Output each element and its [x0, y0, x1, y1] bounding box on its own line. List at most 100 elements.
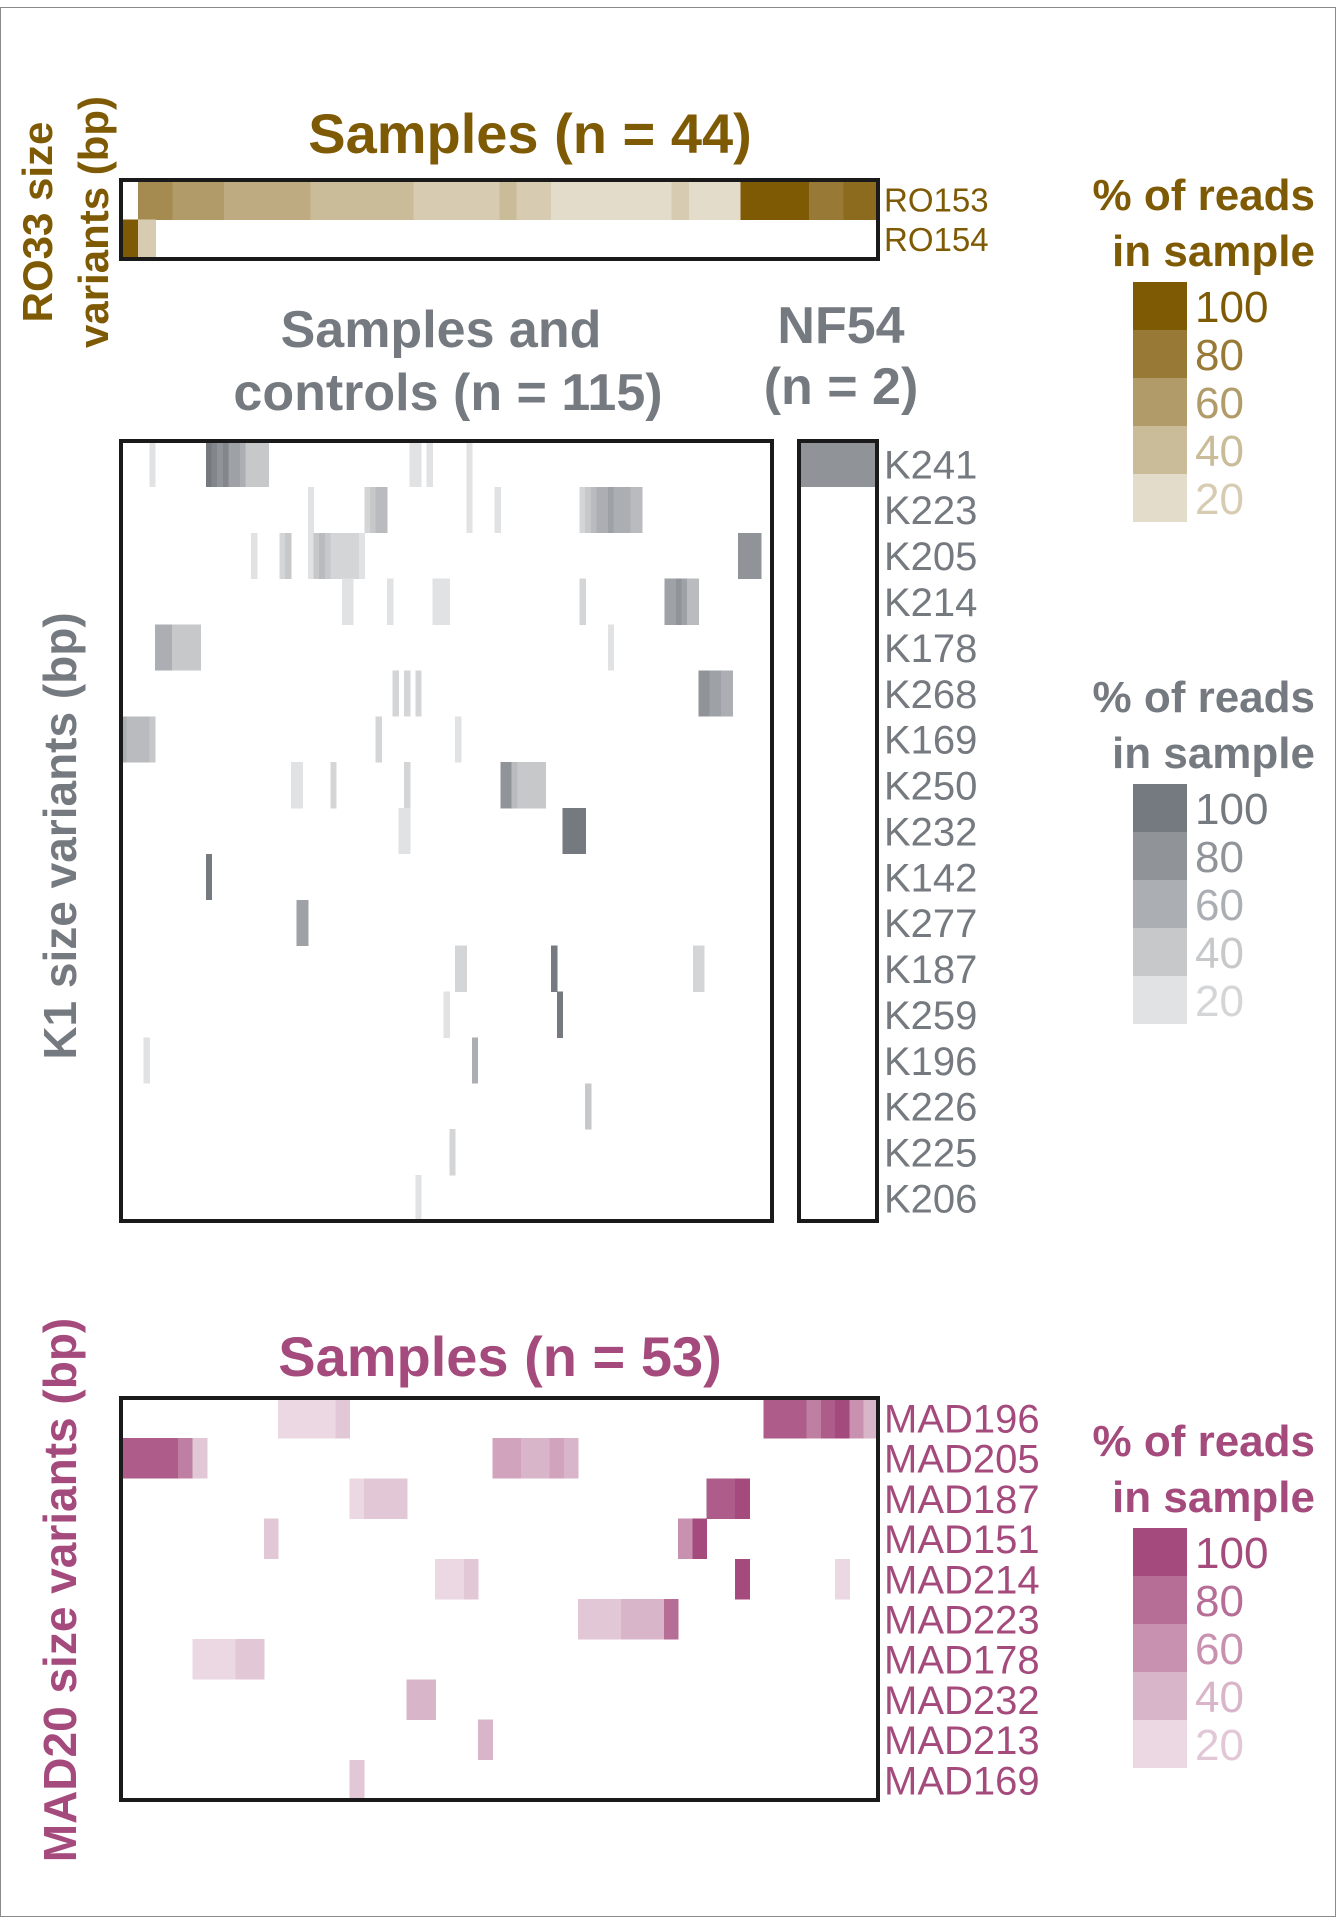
- k1-cell: K277 · col 33 · 70%: [302, 899, 309, 946]
- k1-row-label: K277: [884, 902, 977, 946]
- k1-row-label: K187: [884, 948, 977, 992]
- ro33-legend-title-line2: in sample: [1112, 227, 1315, 276]
- ro33-cell: RO153 · col 23 · 40%: [499, 180, 518, 220]
- k1-cell: K187 · col 102 · 30%: [692, 945, 700, 992]
- k1-cell: K241 · col 24 · 40%: [251, 441, 258, 488]
- mad20-cell: MAD196 · col 53 · 40%: [863, 1398, 879, 1439]
- k1-cell: K214 · col 97 · 70%: [664, 578, 671, 625]
- mad20-row-label: MAD169: [884, 1759, 1040, 1803]
- k1-cell: K223 · col 45 · 40%: [370, 486, 377, 534]
- mad20-cell: MAD187 · col 17 · 20%: [349, 1478, 365, 1519]
- k1-cell: K214 · col 98 · 70%: [670, 578, 677, 625]
- k1-cell: K196 · col 63 · 60%: [471, 1037, 479, 1084]
- k1-cell: K205 · col 39 · 30%: [336, 532, 343, 579]
- k1-cell: K169 · col 46 · 30%: [375, 716, 382, 763]
- mad20-cell: MAD196 · col 49 · 70%: [806, 1398, 822, 1439]
- ro33-legend-label: 40: [1195, 427, 1244, 476]
- ro33-cell: RO153 · col 24 · 30%: [516, 180, 535, 220]
- ro33-cell: RO153 · col 36 · 20%: [723, 180, 741, 220]
- mad20-legend-label: 80: [1195, 1577, 1244, 1626]
- mad20-legend-label: 20: [1195, 1721, 1244, 1770]
- mad20-cell: MAD205 · col 4 · 90%: [163, 1438, 179, 1479]
- ro33-cell: RO153 · col 41 · 80%: [809, 180, 827, 220]
- k1-cell: K214 · col 57 · 20%: [438, 578, 445, 625]
- k1-cell: K178 · col 12 · 40%: [183, 624, 190, 671]
- k1-row-label: K223: [884, 489, 977, 533]
- ro33-cell: RO153 · col 2 · 70%: [138, 180, 156, 220]
- k1-cell: K232 · col 80 · 100%: [568, 808, 575, 855]
- ro33-cell: RO153 · col 4 · 60%: [172, 180, 191, 220]
- ro33-cell: RO153 · col 38 · 100%: [757, 180, 776, 220]
- k1-cell: K223 · col 84 · 50%: [590, 486, 598, 534]
- k1-legend-title-line2: in sample: [1112, 729, 1315, 778]
- mad20-cell: MAD223 · col 38 · 40%: [649, 1599, 665, 1640]
- k1-cell: K187 · col 103 · 30%: [698, 945, 705, 992]
- k1-cell: K225 · col 59 · 30%: [449, 1129, 456, 1176]
- ro33-cell: RO153 · col 35 · 20%: [705, 180, 724, 220]
- mad20-cell: MAD232 · col 22 · 40%: [420, 1679, 436, 1720]
- mad20-row-label: MAD205: [884, 1438, 1040, 1482]
- k1-cell: K214 · col 101 · 50%: [687, 578, 694, 625]
- ro33-cell: RO153 · col 44 · 90%: [860, 180, 879, 220]
- mad20-cell: MAD178 · col 8 · 20%: [220, 1639, 236, 1680]
- k1-legend-swatch: [1133, 928, 1187, 976]
- k1-cell: K250 · col 38 · 30%: [330, 762, 337, 809]
- k1-cell: K268 · col 53 · 30%: [415, 670, 422, 717]
- mad20-cell: MAD151 · col 11 · 30%: [263, 1518, 279, 1560]
- ro33-cell: RO153 · col 25 · 30%: [533, 180, 552, 220]
- k1-cell: K214 · col 41 · 20%: [347, 578, 354, 625]
- k1-cell: K250 · col 68 · 80%: [500, 762, 507, 809]
- k1-legend-label: 80: [1195, 833, 1244, 882]
- k1-cell: K268 · col 103 · 80%: [698, 670, 705, 717]
- ro33-cell: RO153 · col 16 · 40%: [379, 180, 397, 220]
- ro33-title: Samples (n = 44): [308, 102, 752, 165]
- k1-cell: K205 · col 36 · 50%: [319, 532, 326, 579]
- k1-cell: K250 · col 70 · 50%: [511, 762, 518, 809]
- nf54-heatmap-border: [797, 439, 879, 1223]
- mad20-cell: MAD205 · col 1 · 90%: [121, 1438, 136, 1479]
- k1-cell: K241 · col 17 · 90%: [211, 441, 218, 488]
- k1-cell: K241 · col 62 · 20%: [466, 441, 473, 488]
- k1-cell: K250 · col 32 · 20%: [296, 762, 303, 809]
- mad20-cell: MAD178 · col 6 · 20%: [192, 1639, 208, 1680]
- k1-cell: K223 · col 67 · 20%: [494, 486, 501, 534]
- k1-cell: K169 · col 4 · 50%: [137, 716, 145, 763]
- mad20-cell: MAD214 · col 44 · 100%: [735, 1558, 751, 1600]
- ro33-cell: RO153 · col 32 · 20%: [654, 180, 673, 220]
- ro33-legend-label: 20: [1195, 475, 1244, 524]
- ro33-cell: RO153 · col 34 · 20%: [688, 180, 707, 220]
- mad20-cell: MAD187 · col 20 · 30%: [392, 1478, 408, 1519]
- mad20-cell: MAD223 · col 39 · 80%: [663, 1599, 679, 1640]
- k1-cell: K169 · col 3 · 50%: [132, 716, 139, 763]
- mad20-cell: MAD196 · col 51 · 100%: [835, 1398, 851, 1439]
- k1-row-label: K169: [884, 719, 977, 763]
- mad20-cell: MAD196 · col 47 · 90%: [778, 1398, 793, 1439]
- ro33-cell: RO154 · col 1 · 100%: [121, 219, 139, 260]
- ro33-axis-label-line2: variants (bp): [70, 96, 117, 348]
- k1-cell: K223 · col 88 · 60%: [613, 486, 620, 534]
- k1-cell: K187 · col 77 · 100%: [551, 945, 558, 992]
- k1-cell: K223 · col 90 · 60%: [624, 486, 632, 534]
- mad20-row-label: MAD223: [884, 1599, 1040, 1643]
- k1-cell: K223 · col 62 · 20%: [466, 486, 473, 534]
- mad20-cell: MAD169 · col 17 · 30%: [349, 1759, 365, 1801]
- ro33-cell: RO153 · col 12 · 40%: [310, 180, 329, 220]
- k1-cell: K250 · col 75 · 40%: [539, 762, 547, 809]
- k1-cell: K205 · col 110 · 80%: [738, 532, 745, 579]
- k1-cell: K205 · col 35 · 40%: [313, 532, 320, 579]
- mad20-cell: MAD196 · col 46 · 90%: [763, 1398, 779, 1439]
- mad20-cell: MAD205 · col 28 · 50%: [506, 1438, 522, 1479]
- figure-frame: [0, 7, 1336, 1917]
- ro33-cell: RO153 · col 29 · 20%: [602, 180, 621, 220]
- mad20-cell: MAD205 · col 30 · 40%: [535, 1438, 551, 1479]
- mad20-legend-title-line1: % of reads: [1092, 1417, 1315, 1466]
- k1-cell: K205 · col 42 · 30%: [353, 532, 360, 579]
- k1-row-label: K250: [884, 765, 977, 809]
- k1-cell: K178 · col 14 · 40%: [194, 624, 201, 671]
- k1-legend-swatch: [1133, 784, 1187, 832]
- k1-cell: K169 · col 2 · 50%: [126, 716, 133, 763]
- k1-legend-swatch: [1133, 832, 1187, 880]
- mad20-cell: MAD196 · col 16 · 30%: [335, 1398, 351, 1439]
- ro33-legend-swatch: [1133, 378, 1187, 426]
